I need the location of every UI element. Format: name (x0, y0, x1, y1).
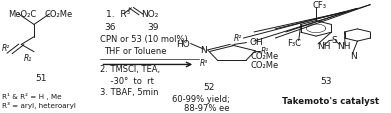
Text: N: N (350, 52, 357, 61)
Text: -30°  to  rt: -30° to rt (100, 76, 154, 85)
Text: N: N (201, 46, 207, 55)
Text: NO₂: NO₂ (142, 10, 159, 19)
Text: R²: R² (2, 43, 10, 52)
Text: 52: 52 (203, 82, 214, 91)
Text: CO₂Me: CO₂Me (250, 52, 278, 61)
Text: CF₃: CF₃ (313, 1, 327, 10)
Text: 36: 36 (104, 23, 116, 32)
Text: 53: 53 (321, 76, 332, 85)
Text: 88-97% ee: 88-97% ee (184, 103, 230, 112)
Text: 1.  R³: 1. R³ (106, 10, 131, 19)
Text: F₃C: F₃C (287, 38, 301, 47)
Text: NH: NH (317, 42, 330, 51)
Text: S: S (332, 36, 337, 45)
Text: R³ = aryl, heteroaryl: R³ = aryl, heteroaryl (2, 101, 76, 108)
Text: CPN or 53 (10 mol%): CPN or 53 (10 mol%) (100, 35, 188, 44)
Text: NH: NH (337, 42, 350, 51)
Text: CO₂Me: CO₂Me (45, 10, 73, 19)
Text: OH: OH (249, 38, 263, 47)
Text: THF or Toluene: THF or Toluene (104, 46, 166, 55)
Text: 2. TMSCl, TEA,: 2. TMSCl, TEA, (100, 65, 161, 74)
Text: 60-99% yield;: 60-99% yield; (172, 95, 230, 104)
Text: HO: HO (176, 40, 190, 49)
Text: 39: 39 (147, 23, 158, 32)
Text: 3. TBAF, 5min: 3. TBAF, 5min (100, 87, 159, 96)
Text: R₁: R₁ (24, 53, 32, 62)
Text: R¹ & R² = H , Me: R¹ & R² = H , Me (2, 92, 61, 99)
Text: R³: R³ (200, 58, 208, 67)
Text: CO₂Me: CO₂Me (250, 60, 278, 69)
Text: MeO₂C: MeO₂C (8, 10, 36, 19)
Text: R²: R² (234, 33, 242, 42)
Text: Takemoto's catalyst: Takemoto's catalyst (282, 96, 379, 105)
Text: R¹: R¹ (261, 47, 269, 56)
Text: 51: 51 (35, 73, 46, 82)
